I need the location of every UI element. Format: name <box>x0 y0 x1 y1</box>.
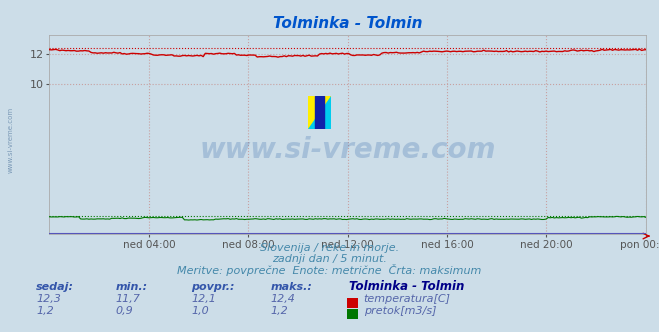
Text: maks.:: maks.: <box>270 283 312 292</box>
Title: Tolminka - Tolmin: Tolminka - Tolmin <box>273 16 422 31</box>
Text: Tolminka - Tolmin: Tolminka - Tolmin <box>349 281 465 293</box>
Text: 12,3: 12,3 <box>36 294 61 304</box>
Text: povpr.:: povpr.: <box>191 283 235 292</box>
Text: 12,4: 12,4 <box>270 294 295 304</box>
Text: 0,9: 0,9 <box>115 306 133 316</box>
Text: Meritve: povprečne  Enote: metrične  Črta: maksimum: Meritve: povprečne Enote: metrične Črta:… <box>177 264 482 276</box>
Text: temperatura[C]: temperatura[C] <box>364 294 451 304</box>
Polygon shape <box>308 96 331 129</box>
Text: Slovenija / reke in morje.: Slovenija / reke in morje. <box>260 243 399 253</box>
Text: sedaj:: sedaj: <box>36 283 74 292</box>
Text: min.:: min.: <box>115 283 148 292</box>
Text: 12,1: 12,1 <box>191 294 216 304</box>
Text: 1,2: 1,2 <box>270 306 288 316</box>
Text: zadnji dan / 5 minut.: zadnji dan / 5 minut. <box>272 254 387 264</box>
Bar <box>315 96 324 129</box>
Text: 1,0: 1,0 <box>191 306 209 316</box>
Polygon shape <box>308 96 331 129</box>
Text: www.si-vreme.com: www.si-vreme.com <box>200 136 496 164</box>
Text: www.si-vreme.com: www.si-vreme.com <box>8 106 14 173</box>
Text: pretok[m3/s]: pretok[m3/s] <box>364 306 436 316</box>
Text: 1,2: 1,2 <box>36 306 54 316</box>
Text: 11,7: 11,7 <box>115 294 140 304</box>
